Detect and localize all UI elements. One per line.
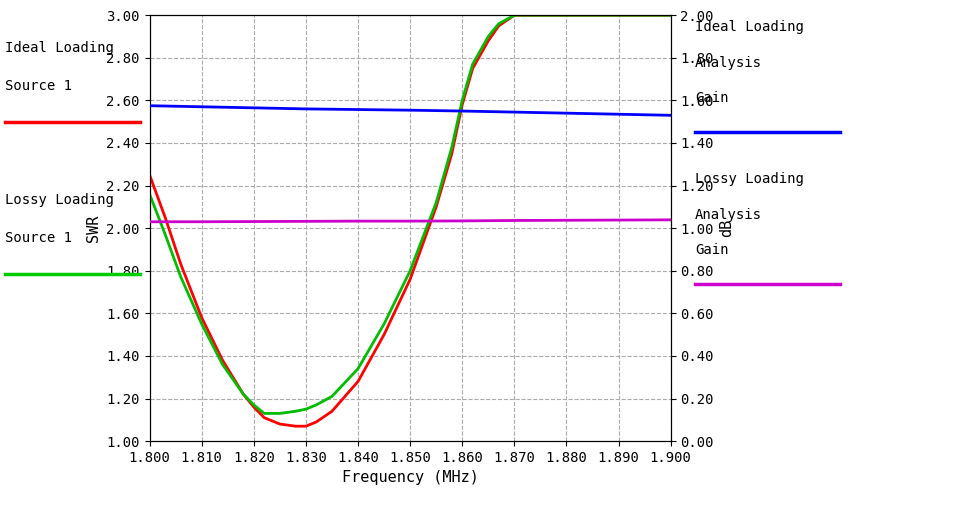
Y-axis label: SWR: SWR <box>86 214 100 242</box>
Text: Analysis: Analysis <box>695 56 761 70</box>
Text: Lossy Loading: Lossy Loading <box>695 172 804 187</box>
Text: Source 1: Source 1 <box>5 79 71 93</box>
Text: Analysis: Analysis <box>695 208 761 222</box>
Y-axis label: dB: dB <box>720 219 734 237</box>
X-axis label: Frequency (MHz): Frequency (MHz) <box>342 470 479 485</box>
Text: Ideal Loading: Ideal Loading <box>695 20 804 34</box>
Text: Gain: Gain <box>695 243 729 258</box>
Text: Lossy Loading: Lossy Loading <box>5 193 114 207</box>
Text: Gain: Gain <box>695 91 729 105</box>
Text: Ideal Loading: Ideal Loading <box>5 41 114 55</box>
Text: Source 1: Source 1 <box>5 231 71 245</box>
